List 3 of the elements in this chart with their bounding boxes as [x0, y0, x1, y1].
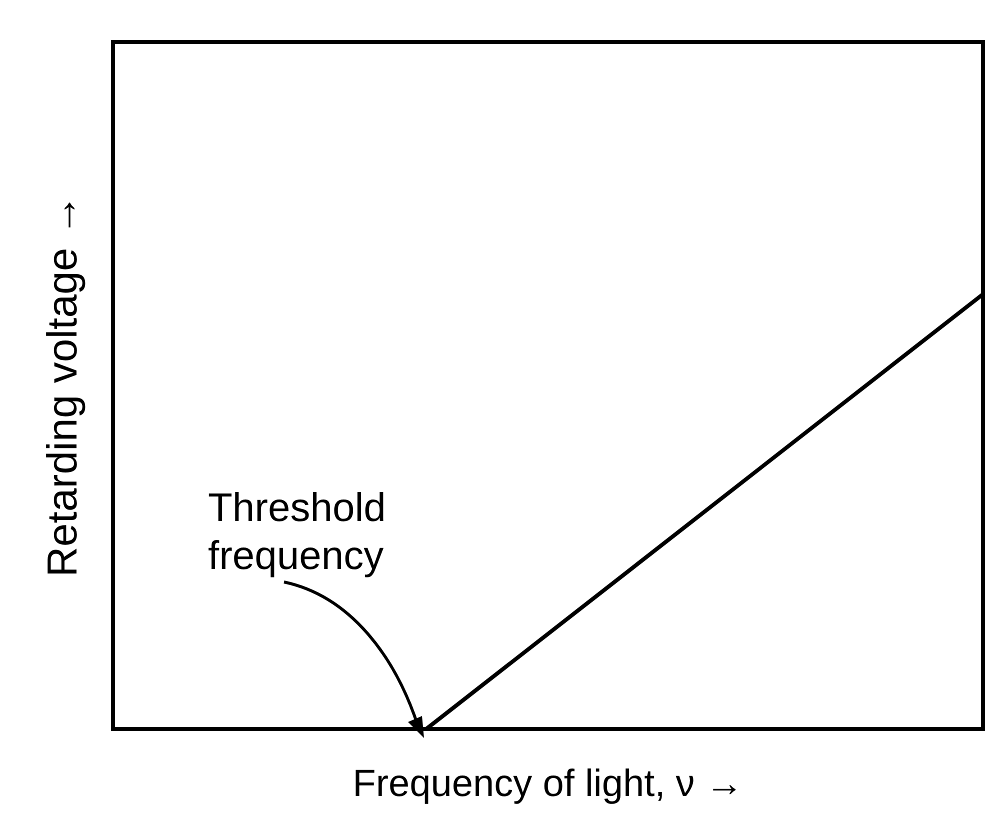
annotation: Threshold frequency — [208, 486, 386, 578]
y-axis-title: Retarding voltage → — [38, 194, 86, 577]
x-axis-title: Frequency of light, ν → — [352, 763, 744, 805]
